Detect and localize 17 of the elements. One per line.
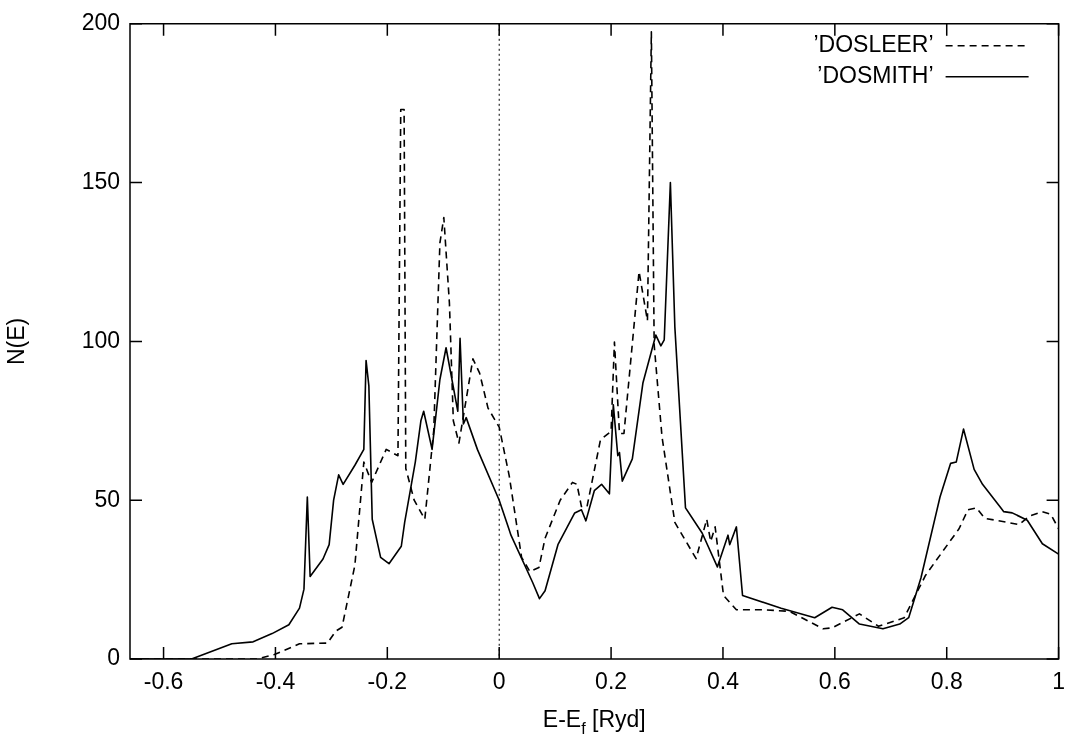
x-tick-label: 0 xyxy=(492,668,506,695)
x-tick-label: -0.2 xyxy=(367,668,408,695)
y-tick-label: 200 xyxy=(81,9,120,36)
x-tick-label: 0.4 xyxy=(706,668,740,695)
legend-label: ’DOSLEER’ xyxy=(813,31,934,58)
y-tick-label: 0 xyxy=(107,644,120,671)
x-tick-label: 1 xyxy=(1052,668,1065,695)
x-tick-label: 0.8 xyxy=(930,668,963,695)
x-tick-label: -0.4 xyxy=(255,668,296,695)
legend-label: ’DOSMITH’ xyxy=(817,62,934,89)
x-tick-label: -0.6 xyxy=(143,668,184,695)
y-axis-title: N(E) xyxy=(3,317,30,366)
x-tick-label: 0.6 xyxy=(818,668,851,695)
x-tick-label: 0.2 xyxy=(595,668,628,695)
y-tick-label: 150 xyxy=(81,167,120,194)
y-tick-label: 100 xyxy=(81,326,120,353)
y-tick-label: 50 xyxy=(94,485,120,512)
